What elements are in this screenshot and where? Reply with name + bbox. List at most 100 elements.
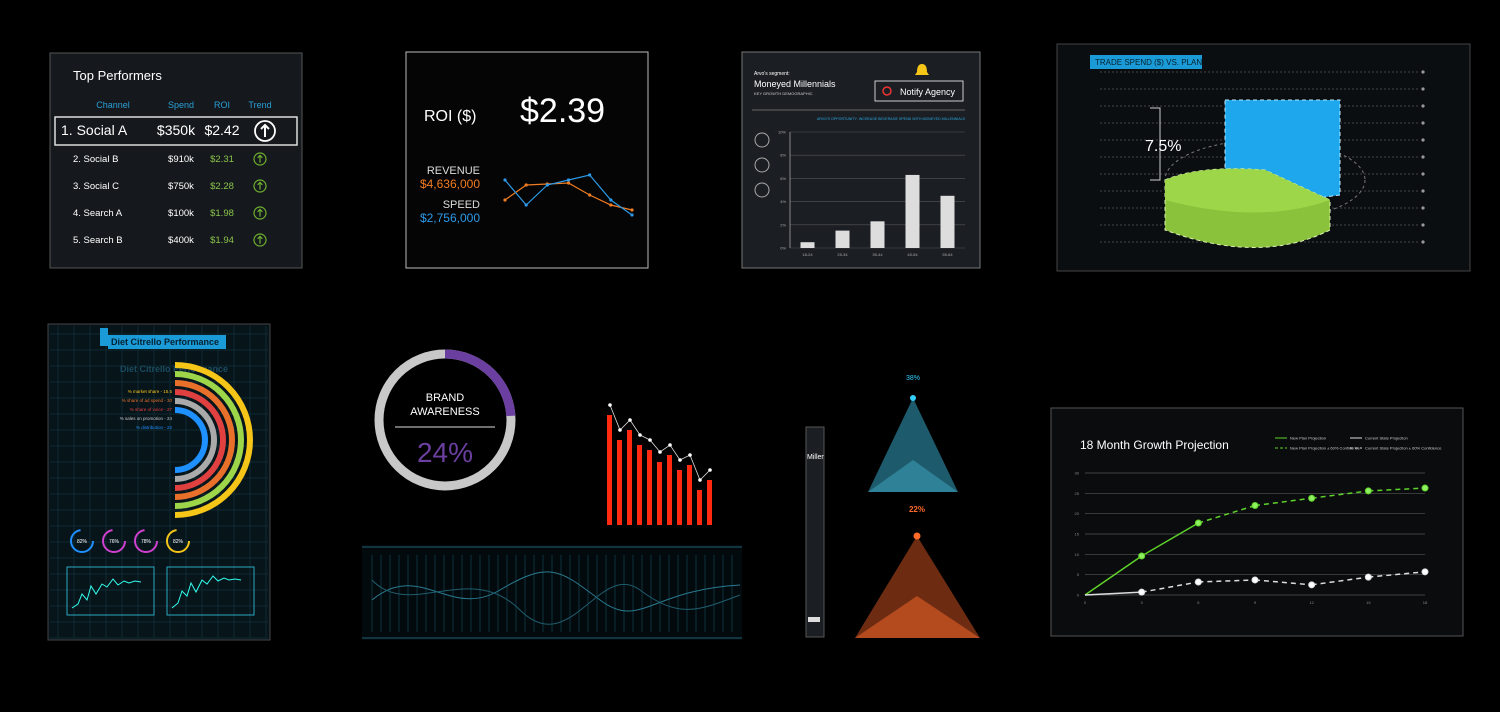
icon [754, 182, 770, 198]
bell-icon [915, 64, 929, 75]
mini-line [71, 578, 142, 609]
point [1194, 519, 1202, 527]
arc [174, 380, 235, 500]
mini-chart [66, 566, 155, 616]
guide-dot [1421, 70, 1425, 74]
point [1251, 576, 1259, 584]
trend-arrow [260, 123, 270, 137]
spark-dot [503, 198, 507, 202]
x-tick-label: 55-64 [942, 252, 953, 257]
mini-line [171, 575, 242, 609]
spark-dot [609, 203, 613, 207]
line-segment [1368, 571, 1426, 578]
trend-icon [254, 120, 276, 142]
trade-title: TRADE SPEND ($) VS. PLAN: [1095, 58, 1204, 67]
dot [658, 450, 662, 454]
line-segment [1141, 581, 1199, 593]
line-segment [1311, 490, 1369, 499]
arcs [174, 362, 253, 518]
y-tick-label: 8% [780, 153, 786, 158]
spark-dot [588, 193, 592, 197]
panel [1050, 407, 1464, 637]
guide-dot [1421, 223, 1425, 227]
trend-arrow [257, 208, 263, 217]
y-tick-label: 15 [1075, 532, 1080, 537]
metric-label: % share of voice - 27 [130, 407, 173, 412]
icon [754, 132, 770, 148]
channel: 1. Social A [61, 122, 128, 138]
line-segment [1198, 579, 1256, 583]
trend-arrow [257, 154, 263, 163]
arc [174, 362, 253, 518]
segment-subtitle: KEY GROWTH DEMOGRAPHIC [754, 91, 813, 96]
dot [608, 403, 612, 407]
notify-button[interactable] [874, 80, 964, 102]
point [1308, 581, 1316, 589]
column-header: ROI [214, 100, 230, 110]
point [1194, 578, 1202, 586]
bar [940, 195, 955, 248]
y-tick-label: 0 [1077, 593, 1080, 598]
spark-dot [524, 203, 528, 207]
point [1251, 502, 1259, 510]
dot [668, 443, 672, 447]
guide-dot [1421, 206, 1425, 210]
bar [667, 455, 672, 525]
guide-dot [1421, 172, 1425, 176]
point [1364, 573, 1372, 581]
bar [697, 490, 702, 525]
panel-title: Top Performers [73, 68, 162, 83]
panel-edge [805, 426, 825, 638]
diet-title: Diet Citrello Performance [111, 337, 219, 347]
dot [648, 438, 652, 442]
metric-label: % share of ad spend - 30 [122, 398, 173, 403]
row-highlight [54, 116, 298, 146]
y-tick-label: 2% [780, 222, 786, 227]
pyramid [855, 536, 980, 638]
arc [174, 371, 244, 509]
channel: 3. Social C [73, 181, 119, 192]
button-label[interactable]: Notify Agency [900, 87, 956, 97]
y-tick-label: 30 [1075, 471, 1080, 476]
dot [698, 478, 702, 482]
spark-dot [609, 198, 613, 202]
dot [678, 458, 682, 462]
gauge-label: 76% [109, 539, 120, 545]
channel: 4. Search A [73, 208, 123, 219]
guide-dot [1421, 138, 1425, 142]
x-tick-label: 12 [1309, 600, 1314, 605]
trend-icon [253, 152, 267, 166]
x-tick-label: 6 [1197, 600, 1200, 605]
y-tick-label: 25 [1075, 491, 1080, 496]
point [1364, 487, 1372, 495]
dot [708, 468, 712, 472]
gauge [134, 529, 158, 553]
roi-value: $2.39 [520, 92, 605, 130]
bottle-icon [100, 328, 108, 346]
roi: $2.31 [210, 154, 234, 165]
bar [800, 242, 815, 248]
wave-line [371, 579, 741, 625]
diet-title-shadow: Diet Citrello Performance [120, 364, 228, 374]
segment-title: Moneyed Millennials [754, 79, 836, 89]
spark-dot [566, 178, 571, 182]
spark-dot [545, 183, 549, 187]
spend: $400k [168, 235, 194, 246]
bar [607, 415, 612, 525]
spark-dot [503, 178, 507, 182]
spark-dot [588, 173, 592, 177]
spark-dot [630, 208, 634, 212]
y-tick-label: 10% [778, 130, 786, 135]
arc [174, 389, 226, 491]
bar [870, 221, 885, 248]
bar [657, 462, 662, 525]
metric-label: % market share - 15.5 [128, 389, 173, 394]
apex [910, 395, 916, 401]
mini-chart [166, 566, 255, 616]
legend-label: New Plan Projection ± 60% Confidence [1290, 446, 1361, 451]
point [1138, 588, 1146, 596]
line-segment [1198, 504, 1256, 524]
spend: $100k [168, 208, 194, 219]
guide-dot [1421, 104, 1425, 108]
line-segment [1084, 555, 1143, 596]
